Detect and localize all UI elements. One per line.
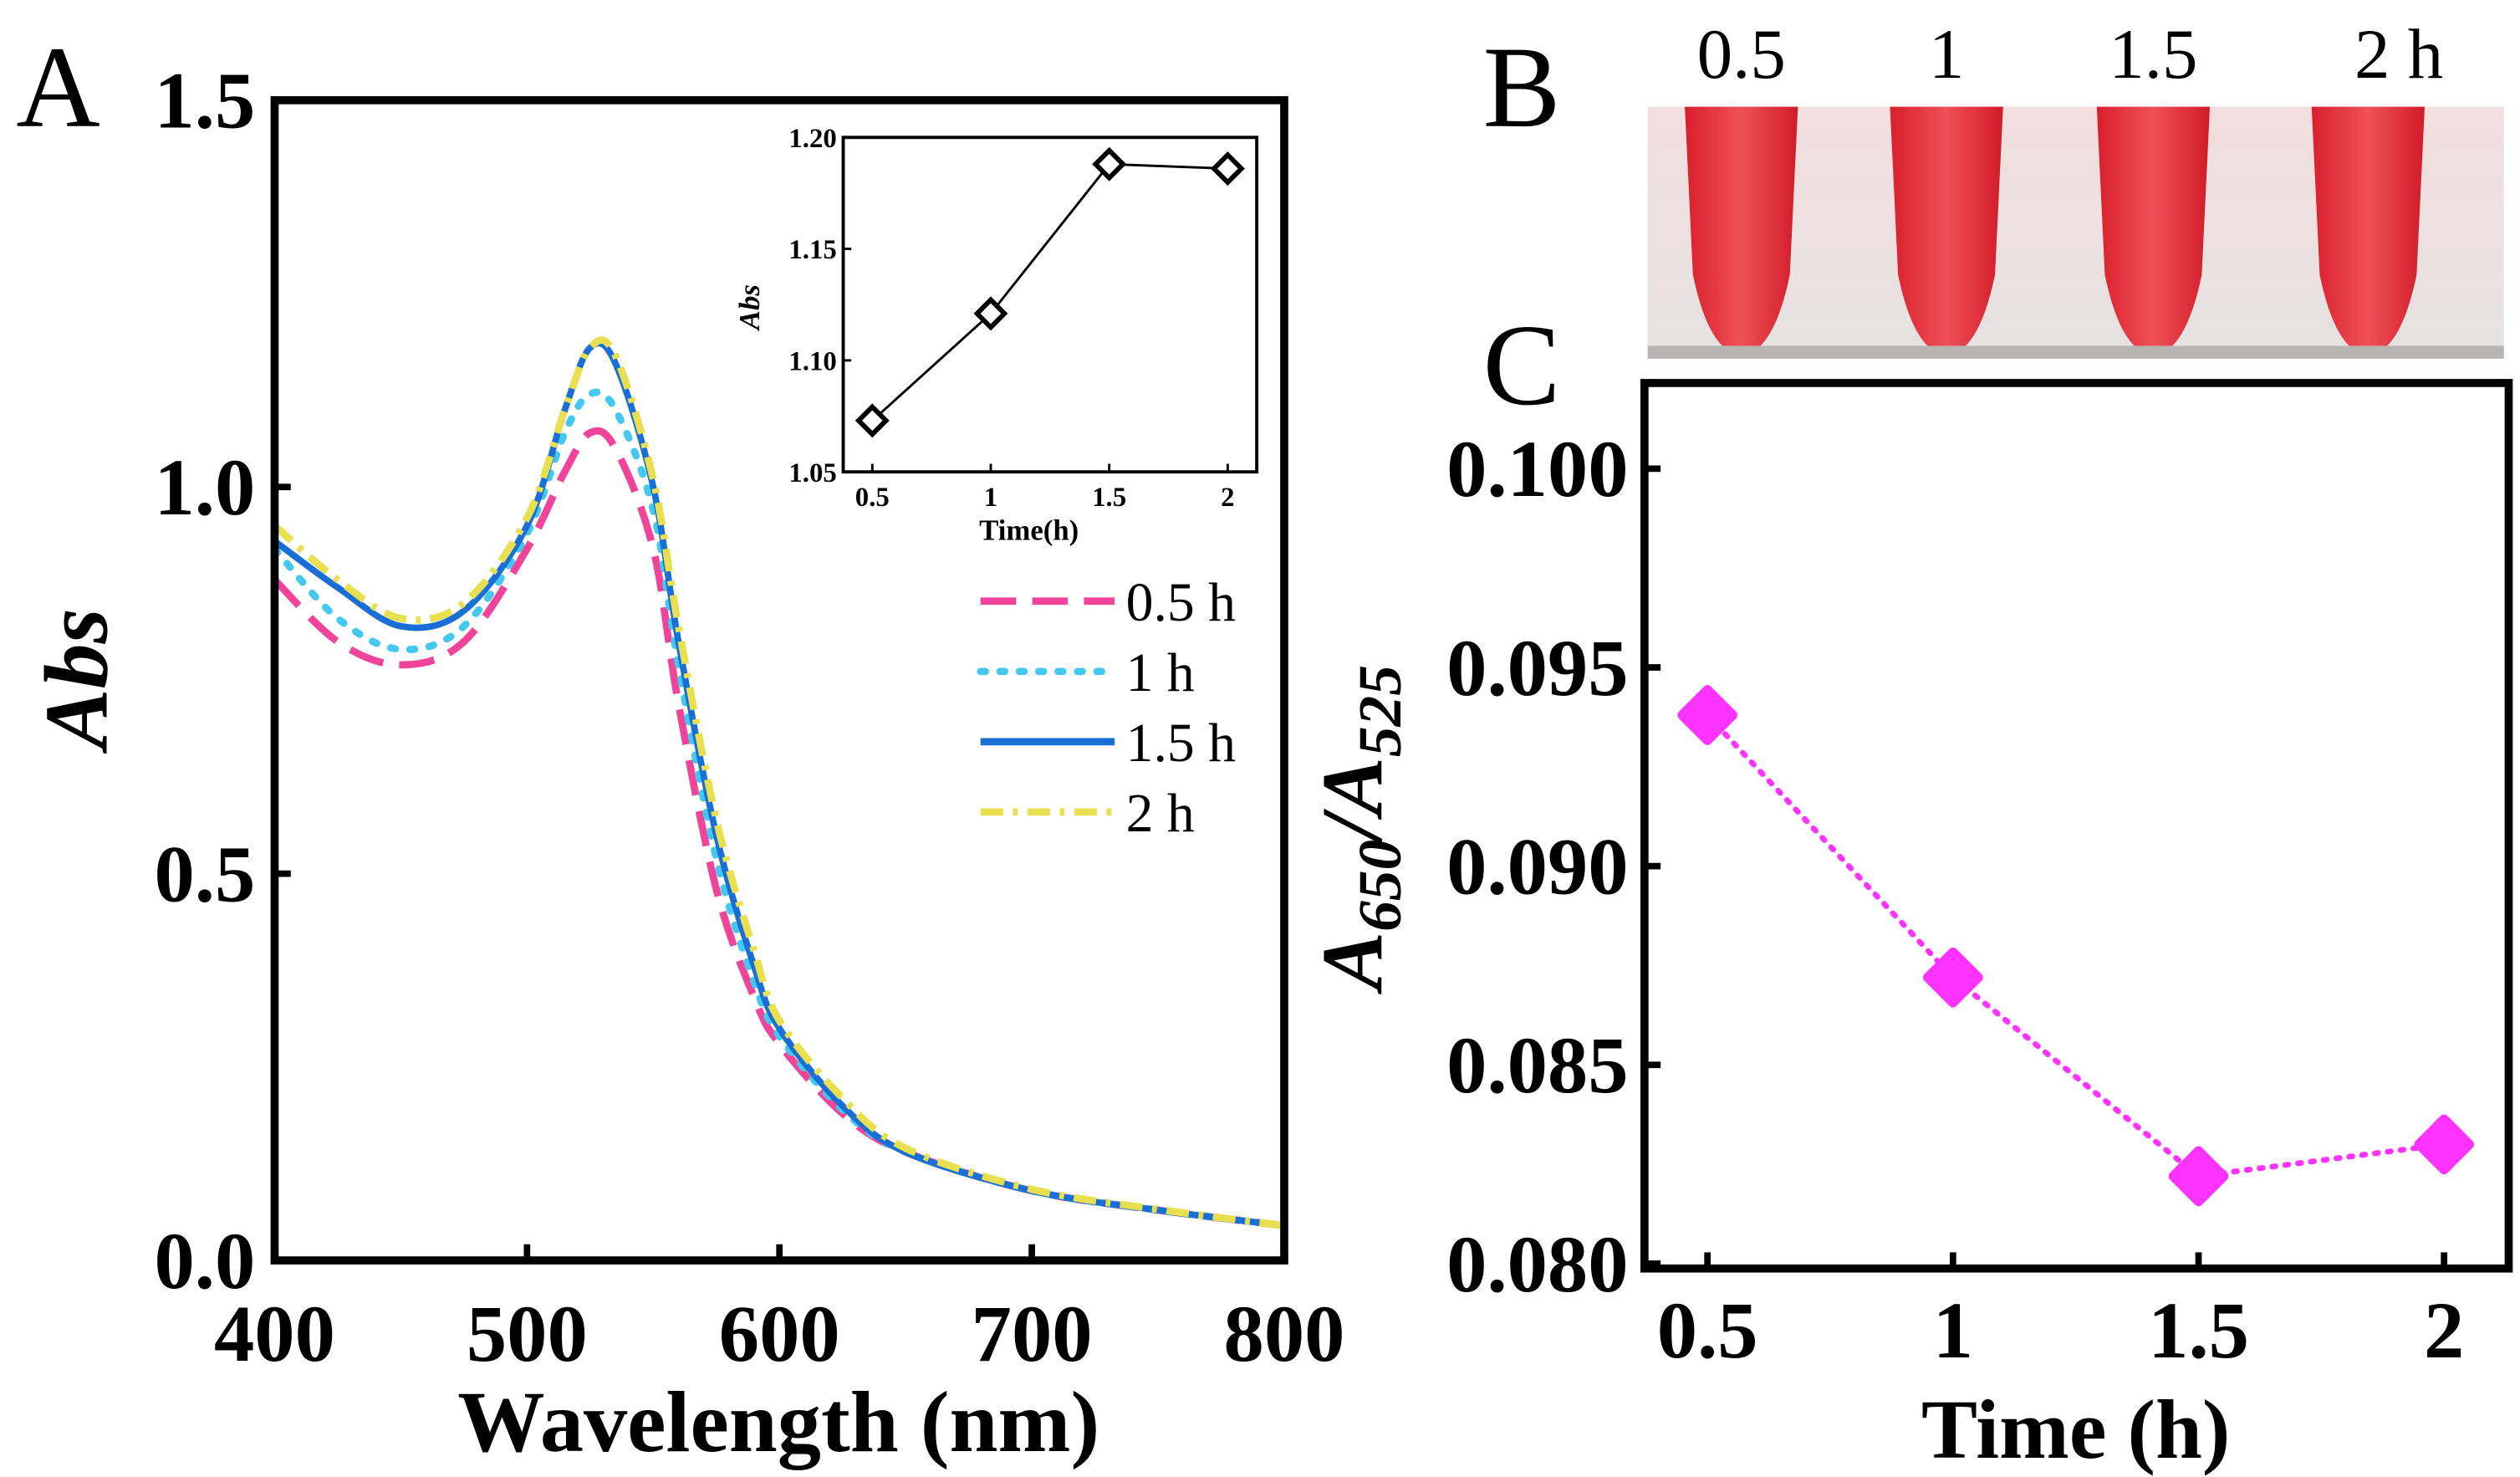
inset-y-tick-label: 1.10: [788, 346, 836, 376]
data-marker: [1677, 685, 1738, 745]
y-axis-label-part: 650: [1346, 840, 1414, 932]
y-tick-label: 0.080: [1446, 1219, 1628, 1309]
x-tick-label: 1: [1933, 1285, 1973, 1375]
x-tick-label: 0.5: [1657, 1285, 1758, 1375]
inset-y-tick-label: 1.15: [788, 235, 836, 265]
y-axis-label: A650/A525: [1303, 665, 1414, 994]
data-marker: [2414, 1114, 2475, 1175]
y-axis-label: Abs: [28, 608, 127, 754]
x-tick-label: 600: [719, 1289, 840, 1378]
inset-marker: [973, 296, 1008, 331]
inset-x-tick-label: 1: [984, 483, 997, 513]
panel-label-c: C: [1483, 301, 1561, 430]
inset-x-tick-label: 2: [1221, 483, 1234, 513]
y-tick-label: 0.085: [1446, 1020, 1628, 1110]
inset-y-tick-label: 1.05: [788, 458, 836, 488]
x-tick-label: 400: [214, 1289, 335, 1378]
inset-x-tick-label: 0.5: [855, 483, 890, 513]
panel-label-a: A: [16, 23, 99, 152]
y-tick-label: 0.095: [1446, 623, 1628, 713]
x-axis-label: Wavelength (nm): [457, 1373, 1099, 1470]
x-tick-label: 500: [467, 1289, 588, 1378]
tube-label: 0.5: [1697, 15, 1786, 94]
inset-y-axis-label: Abs: [733, 284, 766, 331]
inset-x-axis-label: Time(h): [979, 514, 1079, 546]
tube-label: 1.5: [2109, 15, 2197, 94]
tube: [2096, 106, 2211, 356]
x-tick-label: 700: [972, 1289, 1093, 1378]
x-tick-label: 1.5: [2148, 1285, 2249, 1375]
panel-b-photo: [1647, 106, 2504, 359]
y-tick-label: 0.090: [1446, 821, 1628, 911]
inset-line: [871, 162, 1228, 422]
tube: [1890, 106, 2003, 356]
legend-label: 2 h: [1126, 783, 1195, 844]
plot-frame: [1640, 379, 2513, 1273]
y-axis-label-part: A: [1303, 932, 1400, 995]
legend-label: 1.5 h: [1126, 713, 1236, 774]
series-line: [1704, 712, 2447, 1179]
y-tick-label: 0.5: [155, 829, 256, 918]
x-axis-label: Time (h): [1921, 1382, 2230, 1476]
inset-y-tick-label: 1.20: [788, 124, 836, 154]
y-axis-label-part: /A: [1303, 757, 1400, 846]
y-tick-label: 0.100: [1446, 424, 1628, 514]
legend-label: 0.5 h: [1126, 572, 1236, 633]
inset-frame: [841, 135, 1259, 474]
tube-label: 2 h: [2354, 15, 2443, 94]
tube: [1685, 106, 1798, 356]
y-tick-label: 1.0: [155, 442, 256, 532]
panel-c-ratio: 0.5 1 1.5 2 0.080 0.085 0.090 0.095 0.100 Time (h…: [1303, 379, 2513, 1476]
legend-label: 1 h: [1126, 642, 1195, 703]
panel-a-inset: 0.5 1 1.5 2 1.05 1.10 1.15 1.20 Time(h) Abs: [733, 124, 1259, 546]
y-tick-label: 0.0: [155, 1216, 256, 1306]
x-tick-label: 2: [2424, 1285, 2464, 1375]
data-marker: [2168, 1146, 2229, 1207]
tube: [2311, 106, 2426, 356]
y-axis-label-part: 525: [1346, 665, 1414, 757]
y-tick-label: 1.5: [155, 56, 256, 146]
x-tick-label: 800: [1224, 1289, 1345, 1378]
inset-marker: [854, 403, 890, 438]
panel-label-b: B: [1483, 23, 1561, 152]
inset-x-tick-label: 1.5: [1092, 483, 1126, 513]
tube-label: 1: [1929, 15, 1965, 94]
data-marker: [1922, 947, 1983, 1008]
series-line-3: [272, 336, 1285, 1229]
inset-marker: [1092, 146, 1127, 181]
panel-a-legend: 0.5 h 1 h 1.5 h 2 h: [977, 572, 1236, 844]
inset-marker: [1210, 151, 1245, 187]
panel-a-spectra: 400 500 600 700 800 0.0 0.5 1.0 1.5 Wavelength (n…: [28, 56, 1345, 1470]
